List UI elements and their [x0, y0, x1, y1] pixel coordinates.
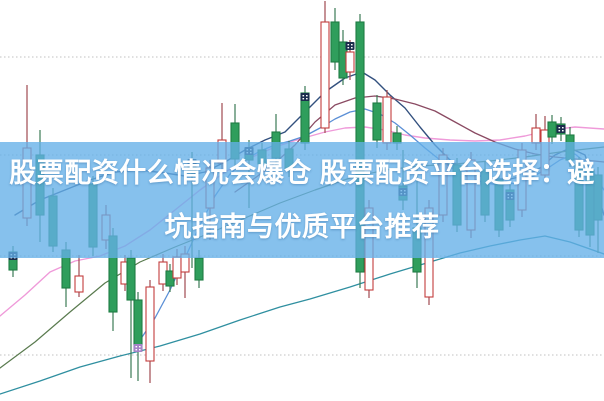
headline-line-1: 股票配资什么情况会爆仓 股票配资平台选择：避	[9, 158, 595, 188]
ma-teal	[0, 235, 604, 395]
headline-banner: 股票配资什么情况会爆仓 股票配资平台选择：避 坑指南与优质平台推荐	[0, 142, 604, 258]
candle	[372, 95, 382, 148]
candle	[133, 292, 143, 381]
event-marker	[556, 125, 566, 133]
event-marker	[133, 344, 143, 352]
candle	[547, 115, 557, 144]
candle	[320, 1, 330, 133]
event-marker	[345, 42, 355, 50]
candle	[145, 280, 155, 383]
event-marker	[300, 93, 310, 101]
candle	[74, 255, 84, 297]
candle	[382, 90, 392, 150]
candle	[126, 250, 136, 378]
headline-line-2: 坑指南与优质平台推荐	[164, 212, 440, 242]
candle	[330, 8, 340, 70]
